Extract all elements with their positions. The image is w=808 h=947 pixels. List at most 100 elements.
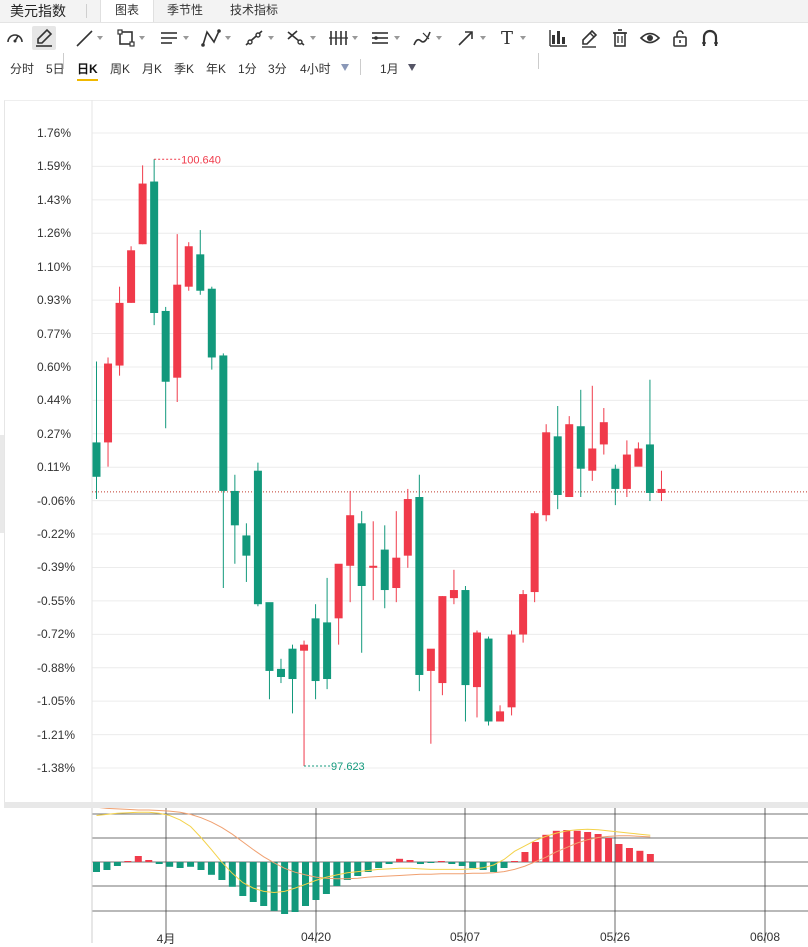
macd-histogram-bar: [427, 862, 435, 863]
gauge-icon: [7, 34, 23, 43]
y-axis-tick-label: -1.21%: [37, 727, 76, 742]
macd-histogram-bar: [406, 860, 414, 862]
tab-technical-indicators[interactable]: 技术指标: [229, 3, 278, 17]
macd-histogram-bar: [124, 861, 132, 862]
period-yearly[interactable]: 年K: [206, 62, 227, 76]
period-3min[interactable]: 3分: [268, 62, 287, 76]
macd-histogram-bar: [385, 862, 393, 864]
horizontal-levels-icon: [372, 32, 388, 44]
more-periods-dropdown-icon[interactable]: [341, 64, 349, 71]
x-axis-tick-label: 4月: [156, 932, 176, 946]
vertical-lines-tool[interactable]: [327, 26, 358, 50]
rectangle-tool[interactable]: [116, 26, 145, 50]
x-axis-tick-label: 05/07: [449, 930, 481, 944]
macd-histogram-bar: [625, 848, 633, 862]
pencil-icon: [36, 28, 53, 47]
y-axis-tick-label: -0.55%: [37, 593, 76, 608]
macd-histogram-bar: [416, 862, 424, 864]
macd-histogram-bar: [469, 862, 477, 868]
macd-histogram-bar: [333, 862, 341, 886]
tab-seasonality[interactable]: 季节性: [166, 3, 203, 17]
arrow-icon: [458, 31, 473, 46]
magnet-button[interactable]: [699, 26, 721, 50]
parallel-lines-tool[interactable]: [158, 26, 189, 50]
toggle-visibility-button[interactable]: [639, 26, 661, 50]
pencil-tool[interactable]: [32, 26, 56, 50]
line-tool[interactable]: [74, 26, 103, 50]
y-axis-tick-label: -1.05%: [37, 694, 76, 709]
pane-splitter[interactable]: [4, 802, 808, 808]
macd-histogram-bar: [646, 854, 654, 862]
macd-histogram-bar: [260, 862, 268, 906]
period-daily[interactable]: 日K: [77, 60, 98, 81]
brush-icon: [413, 31, 431, 46]
period-intraday[interactable]: 分时: [10, 62, 35, 76]
macd-histogram-bar: [270, 862, 278, 911]
macd-histogram-bar: [615, 844, 623, 862]
chevron-down-icon: [97, 36, 103, 40]
macd-histogram-bar: [197, 862, 205, 870]
macd-histogram-bar: [218, 862, 226, 880]
macd-histogram-bar: [605, 838, 613, 862]
macd-chart[interactable]: [0, 808, 808, 943]
arrow-tool[interactable]: [455, 26, 486, 50]
macd-histogram-bar: [354, 862, 362, 876]
drawing-toolbar: T: [0, 23, 808, 69]
lock-drawings-button[interactable]: [669, 26, 691, 50]
cross-lines-tool[interactable]: [285, 26, 316, 50]
period-bar: 分时 5日 日K 周K 月K 季K 年K 1分 3分 4小时 1月: [0, 54, 808, 82]
lock-icon: [673, 30, 687, 47]
text-tool[interactable]: T: [497, 26, 526, 50]
y-axis-tick-label: 0.93%: [37, 293, 72, 308]
line-icon: [76, 30, 93, 47]
period-5day[interactable]: 5日: [46, 62, 65, 76]
edit-button[interactable]: [578, 26, 600, 50]
range-dropdown-icon[interactable]: [408, 64, 416, 71]
indicator-chart-button[interactable]: [547, 26, 569, 50]
macd-histogram-bar: [490, 862, 498, 872]
chevron-down-icon: [310, 36, 316, 40]
macd-histogram-bar: [93, 862, 100, 872]
brush-tool[interactable]: [411, 26, 442, 50]
gauge-tool[interactable]: [4, 26, 26, 50]
y-axis-tick-label: -0.72%: [37, 627, 76, 642]
x-axis-tick-label: 05/26: [599, 930, 631, 944]
y-axis-tick-label: 1.26%: [37, 226, 72, 241]
y-axis-tick-label: -0.39%: [37, 560, 76, 575]
y-axis-tick-label: 1.59%: [37, 159, 72, 174]
macd-histogram-bar: [249, 862, 257, 902]
chevron-down-icon: [268, 36, 274, 40]
tab-bar: 美元指数 图表 季节性 技术指标: [0, 0, 808, 23]
chevron-down-icon: [520, 36, 526, 40]
edit-icon: [582, 29, 598, 48]
horizontal-levels-tool[interactable]: [369, 26, 400, 50]
macd-histogram-bar: [531, 842, 539, 862]
rectangle-icon: [117, 29, 135, 47]
tab-chart[interactable]: 图表: [100, 0, 154, 22]
y-axis-tick-label: -0.88%: [37, 660, 76, 675]
macd-histogram-bar: [448, 862, 456, 864]
macd-histogram-bar: [343, 862, 351, 880]
macd-histogram-bar: [542, 834, 550, 862]
side-panel-handle[interactable]: [0, 435, 4, 533]
macd-histogram-bar: [134, 856, 142, 862]
period-1min[interactable]: 1分: [238, 62, 257, 76]
range-select[interactable]: 1月: [380, 62, 399, 76]
tab-separator: [86, 4, 87, 18]
delete-drawings-button[interactable]: [609, 26, 631, 50]
chevron-down-icon: [139, 36, 145, 40]
macd-histogram-bar: [228, 862, 236, 887]
period-monthly[interactable]: 月K: [142, 62, 163, 76]
period-divider: [360, 59, 361, 75]
y-axis-tick-label: -0.06%: [37, 493, 76, 508]
pattern-tool[interactable]: [200, 26, 231, 50]
period-4hour[interactable]: 4小时: [300, 62, 331, 76]
macd-histogram-bar: [584, 832, 592, 862]
ray-tool[interactable]: [243, 26, 274, 50]
chevron-down-icon: [183, 36, 189, 40]
y-axis-tick-label: 0.77%: [37, 326, 72, 341]
period-quarterly[interactable]: 季K: [174, 62, 195, 76]
trash-icon: [613, 29, 627, 47]
period-weekly[interactable]: 周K: [110, 62, 131, 76]
text-icon: T: [500, 27, 513, 49]
